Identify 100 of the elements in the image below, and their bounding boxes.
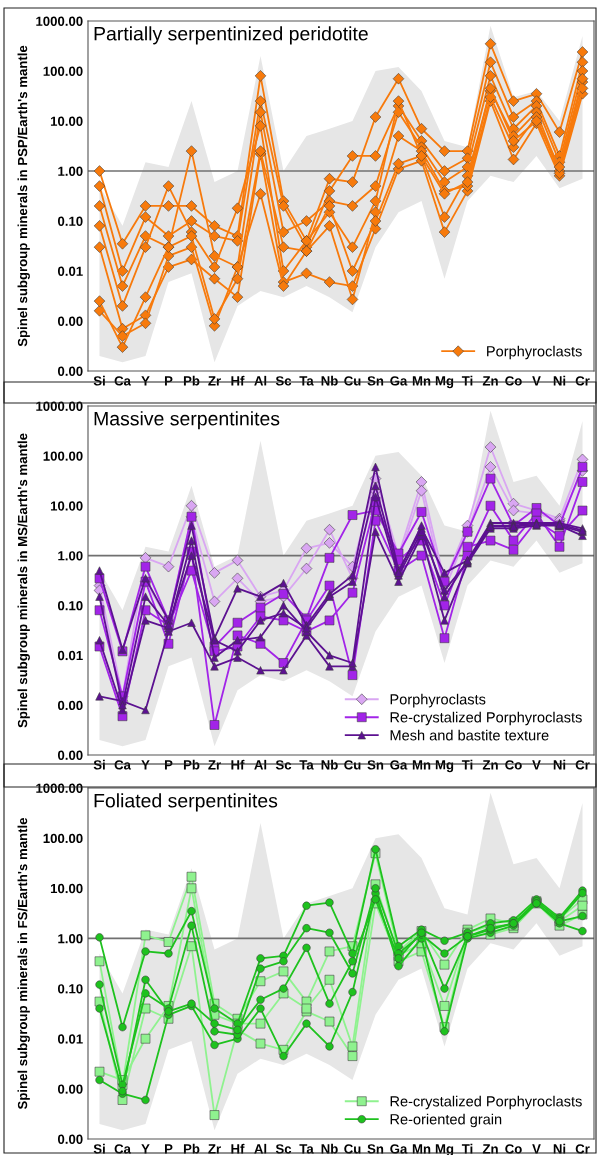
x-tick-label: Ta [299,1144,314,1154]
x-tick-label: Pb [183,759,200,770]
y-tick-label: 1000.00 [36,16,83,26]
x-tick-label: Y [141,1144,150,1154]
x-tick-label: P [164,376,173,386]
y-tick-label: 10.00 [50,883,83,894]
y-tick-label: 1000.00 [36,401,83,411]
y-tick-label: 10.00 [50,501,83,511]
y-tick-label: 100.00 [43,451,83,461]
x-tick-label: Zr [208,1144,221,1154]
x-tick-label: Al [254,1143,267,1154]
x-tick-label: Ca [114,760,132,770]
x-tick-label: Al [254,759,267,770]
x-tick-label: Zn [482,376,498,386]
x-tick-label: Ni [553,759,566,770]
y-axis-title: Spinel subgroup minerals in FS/Earth's mantle [17,817,30,1110]
y-tick-label: 1.00 [58,934,83,944]
x-tick-label: Ta [299,760,314,770]
y-tick-label: 1.00 [58,551,83,561]
x-tick-label: Hf [231,759,245,770]
y-tick-label: 0.00 [57,750,83,760]
x-tick-label: Nb [321,1143,338,1154]
x-tick-label: Mn [412,760,431,770]
x-tick-label: Ni [553,1143,566,1154]
x-tick-label: Zn [482,1144,498,1154]
x-tick-label: Mg [435,760,454,773]
x-tick-label: Ca [114,376,132,386]
legend-label: Porphyroclasts [390,693,486,708]
chart-title: Foliated serpentinites [94,793,278,812]
x-tick-label: Cu [344,760,361,770]
x-tick-label: Ta [299,376,314,386]
legend-label: Porphyroclasts [487,345,582,360]
legend-label: Re-crystalized Porphyroclasts [390,1095,582,1110]
legend-label: Mesh and bastite texture [390,729,549,741]
x-tick-label: V [532,376,541,386]
x-tick-label: Pb [183,1143,200,1154]
x-tick-label: Sn [367,1144,384,1154]
x-tick-label: Ga [390,760,408,770]
x-tick-label: Pb [183,375,200,386]
x-tick-label: Zn [482,760,498,770]
x-tick-label: Cu [344,376,361,386]
x-tick-label: Nb [321,759,338,770]
legend-label: Re-crystalized Porphyroclasts [390,711,582,726]
x-tick-label: Ca [114,1144,132,1154]
x-tick-label: Mn [412,1144,431,1154]
x-tick-label: Cr [575,1144,590,1154]
y-tick-label: 0.10 [57,601,83,611]
y-tick-label: 0.10 [57,216,83,226]
chart-title: Partially serpentinized peridotite [94,26,368,45]
y-tick-label: 100.00 [43,66,83,76]
x-tick-label: Sc [275,376,292,386]
x-tick-label: Mn [412,376,431,386]
y-tick-label: 0.00 [57,366,83,376]
y-tick-label: 1000.00 [36,783,83,793]
y-tick-label: 0.01 [57,650,83,661]
y-tick-label: 0.10 [57,984,83,994]
y-tick-label: 0.01 [57,1034,83,1044]
x-tick-label: Sc [275,1144,292,1154]
x-tick-label: Mg [435,376,454,389]
x-tick-label: Cu [344,1144,361,1154]
x-tick-label: Hf [231,1143,245,1154]
x-tick-label: Sc [275,760,292,770]
y-tick-label: 0.01 [57,266,83,276]
x-tick-label: Cr [575,376,590,386]
x-tick-label: V [532,1144,541,1154]
x-tick-label: Y [141,760,150,770]
x-tick-label: Ti [461,759,473,770]
y-tick-label: 0.00 [57,316,83,326]
x-tick-label: Zr [208,760,221,770]
x-tick-label: Ga [390,1144,408,1154]
chart-title: Massive serpentinites [94,411,280,430]
x-tick-label: Ga [390,376,408,386]
x-tick-label: Y [141,376,150,386]
x-tick-label: Si [93,759,105,770]
y-tick-label: 10.00 [50,116,83,126]
x-tick-label: Co [505,1144,522,1154]
x-tick-label: Zr [208,376,221,386]
x-tick-label: Sn [367,760,384,770]
y-axis-title: Spinel subgroup minerals in MS/Earth's mantle [17,433,30,728]
x-tick-label: Co [505,376,522,386]
y-axis-title: Spinel subgroup minerals in PSP/Earth's mantle [17,45,30,347]
x-tick-label: Cr [575,760,590,770]
x-tick-label: Si [93,1143,105,1154]
x-tick-label: Sn [367,376,384,386]
x-tick-label: Si [93,375,105,386]
x-tick-label: Nb [321,375,338,386]
x-tick-label: Al [254,375,267,386]
x-tick-label: Ti [461,1143,473,1154]
x-tick-label: Ni [553,375,566,386]
x-tick-label: Ti [461,375,473,386]
y-tick-label: 100.00 [43,833,83,844]
x-tick-label: Co [505,760,522,770]
x-tick-label: P [164,1144,173,1154]
x-tick-label: V [532,760,541,770]
legend-label: Re-oriented grain [390,1113,502,1128]
y-tick-label: 0.00 [57,1084,83,1094]
y-tick-label: 1.00 [58,166,83,176]
y-tick-label: 0.00 [57,1134,83,1144]
x-tick-label: P [164,760,173,770]
y-tick-label: 0.00 [57,700,83,711]
